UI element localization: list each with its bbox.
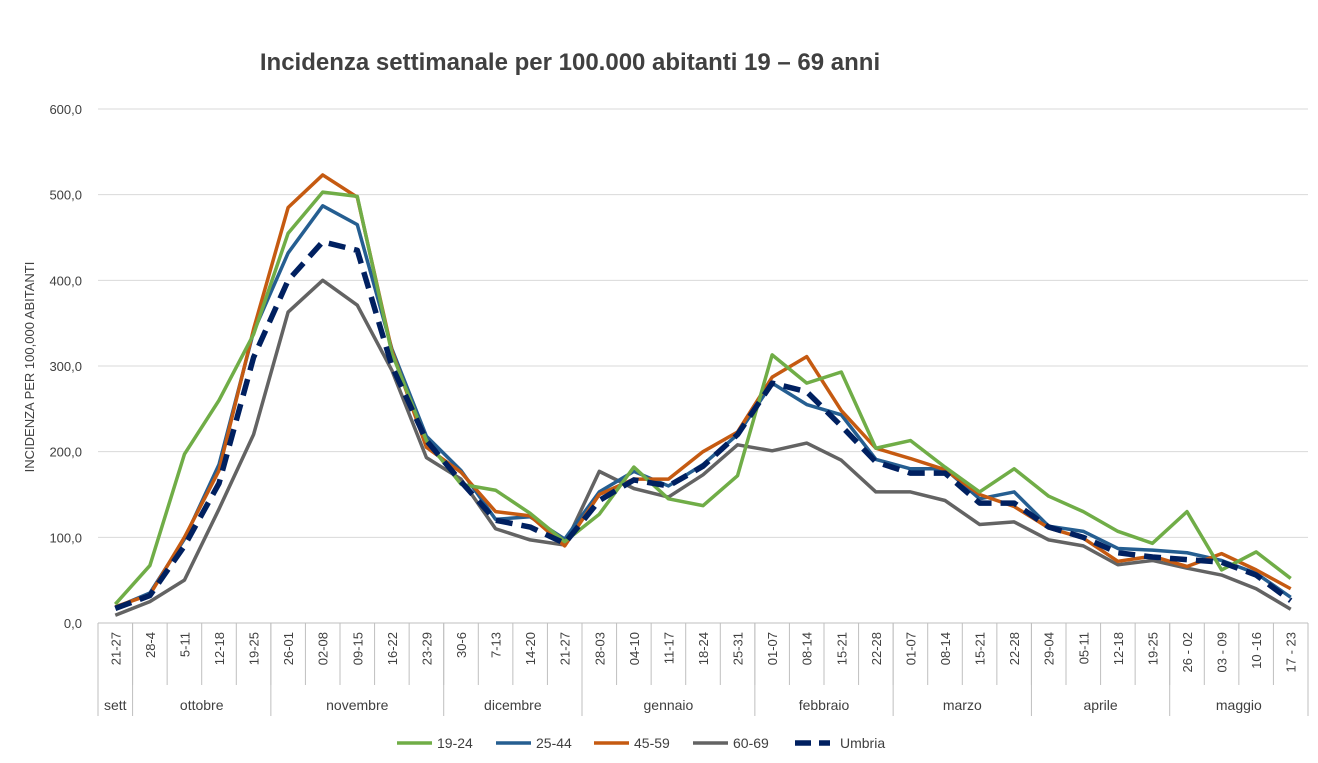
x-tick-label: 29-04 xyxy=(1042,632,1057,665)
x-tick-label: 18-24 xyxy=(696,632,711,665)
series-line-umbria xyxy=(114,239,1293,612)
y-tick-label: 400,0 xyxy=(49,273,82,288)
x-group-label: aprile xyxy=(1083,697,1117,713)
gridlines xyxy=(98,108,1308,624)
x-tick-label: 12-18 xyxy=(212,632,227,665)
x-tick-label: 5-11 xyxy=(177,632,192,657)
y-tick-label: 100,0 xyxy=(49,530,82,545)
x-group-label: ottobre xyxy=(180,697,224,713)
x-tick-label: 22-28 xyxy=(869,632,884,665)
x-group-label: novembre xyxy=(326,697,388,713)
x-tick-label: 14-20 xyxy=(523,632,538,665)
y-tick-label: 0,0 xyxy=(64,616,82,631)
chart-title: Incidenza settimanale per 100.000 abitan… xyxy=(260,49,880,76)
x-tick-label: 15-21 xyxy=(834,632,849,665)
legend-label: 19-24 xyxy=(437,735,473,751)
x-tick-label: 01-07 xyxy=(765,632,780,665)
x-tick-label: 10 -16 xyxy=(1249,632,1264,669)
legend-label: 45-59 xyxy=(634,735,670,751)
x-tick-label: 16-22 xyxy=(385,632,400,665)
x-tick-label: 28-4 xyxy=(143,632,158,658)
x-tick-label: 7-13 xyxy=(489,632,504,658)
series-line-60-69 xyxy=(114,278,1292,617)
x-tick-label: 03 - 09 xyxy=(1215,632,1230,672)
y-tick-label: 500,0 xyxy=(49,188,82,203)
x-tick-label: 23-29 xyxy=(419,632,434,665)
x-tick-label: 26 - 02 xyxy=(1180,632,1195,672)
legend-label: 60-69 xyxy=(733,735,769,751)
x-tick-label: 04-10 xyxy=(627,632,642,665)
x-tick-label: 19-25 xyxy=(1145,632,1160,665)
x-tick-label: 09-15 xyxy=(350,632,365,665)
x-group-label: febbraio xyxy=(799,697,850,713)
x-tick-label: 12-18 xyxy=(1111,632,1126,665)
x-tick-label: 08-14 xyxy=(800,632,815,665)
x-tick-label: 02-08 xyxy=(316,632,331,665)
x-tick-label: 22-28 xyxy=(1007,632,1022,665)
x-tick-label: 21-27 xyxy=(558,632,573,665)
y-tick-label: 200,0 xyxy=(49,445,82,460)
series-line-45-59 xyxy=(114,173,1292,609)
series-line-19-24 xyxy=(113,190,1292,606)
x-tick-label: 25-31 xyxy=(731,632,746,665)
x-tick-label: 21-27 xyxy=(108,632,123,665)
x-group-label: dicembre xyxy=(484,697,542,713)
x-group-label: gennaio xyxy=(644,697,694,713)
x-group-label: maggio xyxy=(1216,697,1262,713)
x-tick-label: 11-17 xyxy=(661,632,676,664)
x-tick-label: 28-03 xyxy=(592,632,607,665)
series-lines xyxy=(113,173,1293,617)
y-axis-ticks: 0,0 100,0 200,0 300,0 400,0 500,0 600,0 xyxy=(49,102,82,631)
series-line-25-44 xyxy=(114,204,1292,610)
y-tick-label: 300,0 xyxy=(49,359,82,374)
x-tick-label: 05-11 xyxy=(1076,632,1091,664)
x-tick-label: 15-21 xyxy=(973,632,988,665)
x-tick-label: 30-6 xyxy=(454,632,469,658)
x-tick-label: 26-01 xyxy=(281,632,296,665)
x-tick-label: 17 - 23 xyxy=(1284,632,1299,672)
y-axis-label: INCIDENZA PER 100,000 ABITANTI xyxy=(22,262,37,473)
legend-label: 25-44 xyxy=(536,735,572,751)
x-tick-label: 08-14 xyxy=(938,632,953,665)
legend: 19-24 25-44 45-59 60-69 Umbria xyxy=(397,735,885,751)
y-tick-label: 600,0 xyxy=(49,102,82,117)
x-axis: 21-27 28-4 5-11 12-18 19-25 26-01 02-08 09-15 16… xyxy=(97,623,1309,716)
x-group-label: sett xyxy=(104,697,127,713)
x-tick-label: 19-25 xyxy=(247,632,262,665)
x-tick-label: 01-07 xyxy=(903,632,918,665)
x-group-label: marzo xyxy=(943,697,982,713)
legend-label: Umbria xyxy=(840,735,885,751)
